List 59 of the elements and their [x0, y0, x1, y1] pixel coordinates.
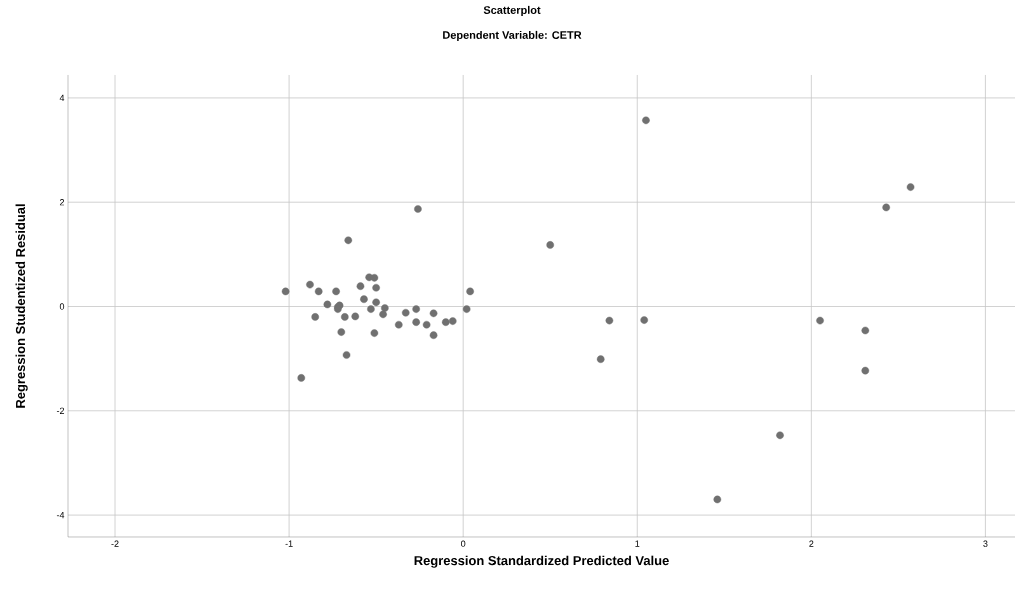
- point: [370, 274, 379, 282]
- point: [816, 316, 824, 325]
- point: [297, 374, 306, 382]
- point: [412, 305, 420, 313]
- y-tick-label: 0: [59, 303, 65, 310]
- x-tick-label: -1: [285, 540, 293, 547]
- point: [337, 328, 346, 336]
- point: [861, 366, 870, 375]
- point: [342, 351, 351, 359]
- point: [332, 287, 340, 296]
- point: [372, 298, 380, 307]
- y-tick-label: 2: [59, 199, 65, 206]
- point: [314, 287, 323, 296]
- point: [448, 317, 457, 325]
- point: [642, 116, 650, 125]
- point: [344, 236, 353, 245]
- point: [412, 318, 420, 326]
- point: [367, 305, 375, 313]
- point: [422, 320, 431, 329]
- point: [429, 309, 438, 318]
- point: [713, 495, 722, 504]
- point: [379, 310, 387, 319]
- point: [605, 316, 614, 325]
- point: [311, 313, 319, 321]
- x-tick-label: 2: [809, 540, 814, 547]
- point: [281, 287, 290, 296]
- point: [441, 318, 450, 326]
- point: [776, 431, 784, 440]
- point: [372, 283, 380, 292]
- x-tick-label: 1: [635, 540, 640, 547]
- point: [861, 326, 870, 335]
- x-tick-label: -2: [111, 540, 119, 547]
- point: [882, 203, 890, 212]
- point: [906, 183, 915, 191]
- point: [360, 295, 368, 303]
- point: [351, 312, 360, 321]
- x-tick-label: 0: [461, 540, 466, 547]
- point: [370, 329, 379, 337]
- point: [462, 305, 471, 313]
- point: [323, 300, 332, 309]
- point: [306, 280, 314, 289]
- point: [429, 331, 438, 339]
- point: [466, 287, 474, 296]
- point: [414, 205, 422, 213]
- x-tick-label: 3: [983, 540, 988, 547]
- chart-subtitle: Dependent Variable: CETR: [443, 30, 582, 42]
- point: [596, 355, 605, 363]
- point: [401, 308, 410, 317]
- point: [640, 316, 649, 324]
- chart-title: Scatterplot: [483, 5, 541, 17]
- y-tick-label: -4: [56, 512, 65, 519]
- point: [356, 282, 365, 290]
- y-axis-title: Regression Studentized Residual: [15, 204, 28, 408]
- point: [341, 313, 349, 321]
- y-tick-label: 4: [59, 94, 65, 102]
- y-tick-label: -2: [56, 407, 65, 414]
- point: [546, 241, 555, 249]
- x-axis-title: Regression Standardized Predicted Value: [414, 555, 669, 568]
- point: [394, 320, 403, 329]
